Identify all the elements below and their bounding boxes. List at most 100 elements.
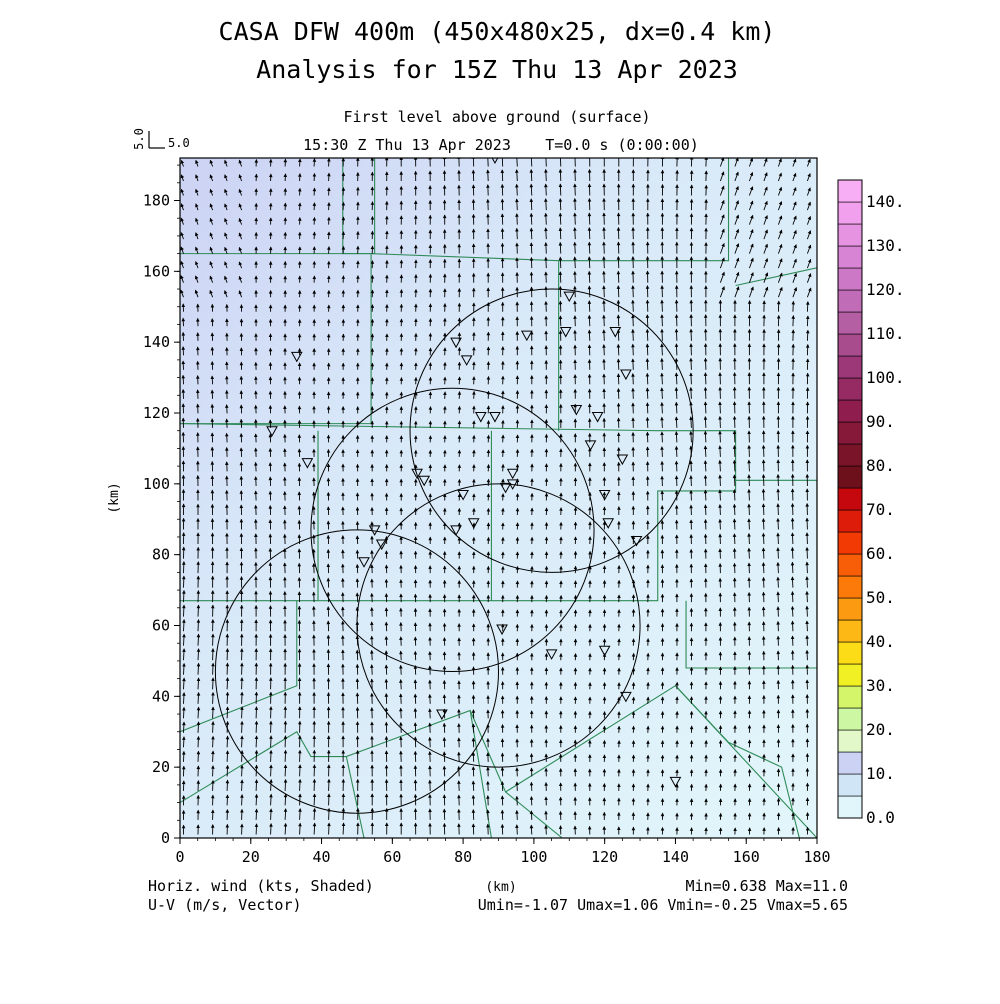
- station-marker: [506, 479, 519, 490]
- x-tick-label: 180: [803, 848, 830, 866]
- colorbar-label: 10.: [866, 764, 895, 783]
- station-marker: [559, 327, 572, 338]
- station-marker: [545, 649, 558, 660]
- colorbar-bin: [837, 223, 863, 247]
- colorbar-bin: [837, 421, 863, 445]
- station-marker: [358, 557, 370, 568]
- boundary-line: [180, 685, 817, 838]
- station-marker: [436, 709, 448, 721]
- station-marker: [598, 645, 611, 657]
- y-tick-label: 80: [152, 546, 170, 564]
- station-marker: [496, 624, 508, 636]
- colorbar-bin: [837, 465, 863, 489]
- colorbar-bin: [837, 707, 863, 731]
- colorbar-label: 20.: [866, 720, 895, 739]
- colorbar-bin: [837, 751, 863, 775]
- x-tick-label: 100: [520, 848, 547, 866]
- colorbar-bin: [837, 619, 863, 643]
- colorbar-bin: [837, 201, 863, 225]
- y-tick-label: 60: [152, 617, 170, 635]
- station-marker: [520, 330, 533, 342]
- colorbar-bin: [837, 377, 863, 401]
- chart-subtitle: First level above ground (surface): [343, 108, 650, 126]
- radar-ring: [310, 387, 595, 673]
- colorbar-label: 70.: [866, 500, 895, 519]
- y-tick-label: 160: [143, 262, 170, 280]
- x-tick-label: 140: [662, 848, 689, 866]
- colorbar-bin: [837, 729, 863, 753]
- station-marker: [609, 327, 622, 338]
- colorbar-bin: [837, 333, 863, 357]
- colorbar-label: 0.0: [866, 808, 895, 827]
- colorbar-label: 80.: [866, 456, 895, 475]
- vector-shafts: [180, 158, 812, 835]
- plot-background: [180, 158, 817, 838]
- colorbar-bin: [837, 597, 863, 621]
- colorbar-bin: [837, 663, 863, 687]
- boundary-line: [345, 756, 365, 838]
- colorbar-bin: [837, 795, 863, 819]
- station-marker: [450, 337, 462, 349]
- station-marker: [598, 489, 611, 501]
- colorbar-label: 140.: [866, 192, 905, 211]
- vector-key-label: 5.0: [168, 136, 190, 150]
- time-step: T=0.0 s (0:00:00): [545, 136, 699, 154]
- colorbar-bin: [837, 179, 863, 203]
- colorbar-bin: [837, 443, 863, 467]
- station-marker: [669, 776, 682, 788]
- x-axis-label: (km): [485, 880, 516, 895]
- station-marker: [418, 475, 431, 487]
- station-marker: [584, 440, 597, 451]
- boundary-line: [675, 685, 800, 838]
- y-tick-label: 40: [152, 687, 170, 705]
- station-marker: [570, 404, 583, 416]
- boundary-line: [180, 253, 372, 425]
- boundary-line: [685, 479, 817, 669]
- station-marker: [499, 482, 512, 494]
- footer-uv-range: Umin=-1.07 Umax=1.06 Vmin=-0.25 Vmax=5.6…: [478, 896, 848, 914]
- station-marker: [620, 691, 632, 703]
- valid-time: 15:30 Z Thu 13 Apr 2023: [303, 136, 511, 154]
- colorbar-label: 60.: [866, 544, 895, 563]
- station-marker: [506, 468, 519, 480]
- colorbar-label: 110.: [866, 324, 905, 343]
- station-marker: [368, 525, 381, 536]
- boundary-line: [180, 600, 298, 733]
- x-tick-label: 40: [313, 848, 331, 866]
- vector-heads: [180, 158, 812, 832]
- colorbar-label: 50.: [866, 588, 895, 607]
- station-marker: [467, 518, 480, 529]
- colorbar: 0.0 10. 20. 30. 40. 50. 60. 70. 80. 90. 100. 110. 12…: [837, 179, 905, 827]
- colorbar-bin: [837, 245, 863, 269]
- vector-key: 5.0 5.0: [132, 128, 190, 150]
- colorbar-frame: [837, 179, 863, 819]
- station-marker: [563, 291, 576, 303]
- colorbar-label: 120.: [866, 280, 905, 299]
- station-marker: [616, 454, 629, 466]
- y-tick-label: 100: [143, 475, 170, 493]
- station-marker: [450, 525, 462, 536]
- colorbar-bin: [837, 575, 863, 599]
- station-marker: [301, 458, 314, 469]
- x-tick-label: 20: [242, 848, 260, 866]
- radar-ring: [356, 483, 641, 768]
- vector-key-vertical-label: 5.0: [132, 128, 146, 150]
- x-tick-label: 120: [591, 848, 618, 866]
- colorbar-label: 130.: [866, 236, 905, 255]
- station-marker: [620, 369, 632, 381]
- colorbar-bin: [837, 355, 863, 379]
- station-markers: [266, 158, 682, 788]
- colorbar-bin: [837, 487, 863, 511]
- colorbar-bin: [837, 311, 863, 335]
- x-tick-label: 0: [175, 848, 184, 866]
- radar-range-rings: [214, 288, 694, 814]
- station-marker: [411, 468, 423, 480]
- station-marker: [457, 489, 469, 501]
- colorbar-bin: [837, 685, 863, 709]
- colorbar-label: 30.: [866, 676, 895, 695]
- radar-ring: [214, 529, 500, 814]
- station-marker: [375, 539, 388, 551]
- chart-title-line2: Analysis for 15Z Thu 13 Apr 2023: [256, 55, 738, 84]
